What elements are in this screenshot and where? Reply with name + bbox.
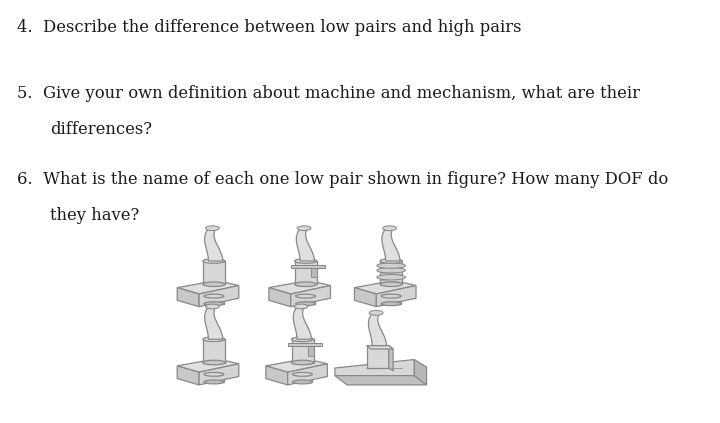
Ellipse shape [204, 372, 224, 376]
Polygon shape [177, 359, 239, 372]
Polygon shape [380, 261, 402, 284]
Ellipse shape [203, 282, 225, 286]
Polygon shape [269, 288, 291, 307]
Polygon shape [288, 343, 323, 346]
Polygon shape [366, 346, 393, 349]
Polygon shape [382, 227, 400, 261]
Ellipse shape [377, 263, 405, 268]
Text: differences?: differences? [50, 121, 152, 137]
Ellipse shape [377, 268, 405, 273]
Polygon shape [203, 261, 225, 284]
Polygon shape [266, 359, 328, 372]
Ellipse shape [296, 294, 315, 298]
Ellipse shape [383, 226, 397, 231]
Polygon shape [354, 288, 377, 307]
Ellipse shape [205, 226, 219, 231]
Ellipse shape [204, 302, 224, 306]
Polygon shape [297, 227, 315, 261]
Ellipse shape [296, 302, 315, 306]
Text: 5.  Give your own definition about machine and mechanism, what are their: 5. Give your own definition about machin… [17, 85, 640, 102]
Ellipse shape [297, 226, 311, 231]
Polygon shape [354, 280, 416, 294]
Text: 4.  Describe the difference between low pairs and high pairs: 4. Describe the difference between low p… [17, 19, 521, 36]
Polygon shape [204, 227, 222, 261]
Polygon shape [204, 305, 222, 339]
Polygon shape [377, 286, 416, 307]
Polygon shape [269, 280, 330, 294]
Ellipse shape [292, 372, 312, 376]
Ellipse shape [294, 259, 317, 263]
Polygon shape [369, 312, 387, 346]
Ellipse shape [205, 304, 219, 309]
Polygon shape [389, 346, 393, 371]
Polygon shape [381, 296, 401, 304]
Polygon shape [177, 366, 199, 385]
Ellipse shape [377, 275, 405, 280]
Polygon shape [203, 339, 225, 363]
Ellipse shape [203, 259, 225, 263]
Ellipse shape [294, 282, 317, 286]
Ellipse shape [292, 360, 313, 365]
Polygon shape [177, 288, 199, 307]
Polygon shape [288, 364, 328, 385]
Polygon shape [296, 296, 315, 304]
Ellipse shape [204, 294, 224, 298]
Polygon shape [308, 346, 313, 355]
Polygon shape [204, 296, 224, 304]
Polygon shape [291, 286, 330, 307]
Ellipse shape [380, 282, 402, 286]
Polygon shape [335, 376, 426, 385]
Polygon shape [199, 364, 239, 385]
Polygon shape [335, 360, 414, 376]
Text: they have?: they have? [50, 207, 140, 224]
Ellipse shape [381, 302, 401, 306]
Polygon shape [204, 374, 224, 382]
Polygon shape [292, 265, 325, 268]
Polygon shape [293, 305, 311, 339]
Ellipse shape [381, 294, 401, 298]
Polygon shape [311, 268, 317, 277]
Text: 6.  What is the name of each one low pair shown in figure? How many DOF do: 6. What is the name of each one low pair… [17, 171, 668, 188]
Polygon shape [177, 280, 239, 294]
Ellipse shape [369, 310, 383, 315]
Polygon shape [292, 339, 313, 363]
Polygon shape [292, 374, 312, 382]
Polygon shape [199, 286, 239, 307]
Ellipse shape [203, 337, 225, 341]
Polygon shape [294, 261, 317, 284]
Ellipse shape [204, 380, 224, 384]
Ellipse shape [203, 360, 225, 365]
Ellipse shape [292, 337, 313, 341]
Polygon shape [366, 346, 389, 368]
Polygon shape [266, 366, 288, 385]
Ellipse shape [380, 259, 402, 263]
Ellipse shape [294, 304, 308, 309]
Polygon shape [414, 360, 426, 385]
Ellipse shape [292, 380, 312, 384]
